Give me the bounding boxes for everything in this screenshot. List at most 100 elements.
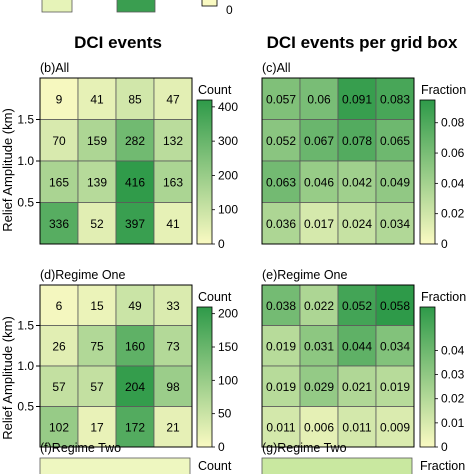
cell-label-b-3-1: 52 [90,217,104,231]
cell-label-d-3-2: 172 [125,420,145,434]
colorbar-tick-label-e-0: 0 [441,440,448,454]
cell-label-c-0-0: 0.057 [266,92,296,106]
colorbar-tick-label-e-1: 0.01 [441,416,465,430]
y-tick-label-b-0: 0.5 [17,196,34,210]
heatmap-cell-d-1-2 [115,325,155,367]
colorbar-tick-label-d-2: 100 [218,373,238,387]
cell-label-d-3-0: 102 [49,420,69,434]
heatmap-frame-e [261,284,415,448]
colorbar-tick-label-c-2: 0.04 [441,176,465,190]
top-remnant: 0 [41,0,233,17]
y-tick-label-d-2: 1.5 [17,319,34,333]
heatmap-cell-e-0-0 [261,284,301,326]
colorbar-tick-label-c-0: 0 [441,237,448,251]
panel-title-d: (d)Regime One [40,268,125,282]
colorbar-tick-label-b-2: 200 [218,168,238,182]
cell-label-c-2-2: 0.042 [342,175,372,189]
heatmap-cell-d-3-0 [39,406,79,448]
heatmap-cell-d-2-2 [115,365,155,407]
y-tick-label-b-1: 1.0 [17,154,34,168]
cell-label-e-0-3: 0.058 [380,299,410,313]
cell-label-b-1-1: 159 [87,134,107,148]
cell-label-b-0-0: 9 [56,92,63,106]
heatmap-cell-b-0-0 [39,77,79,120]
cell-label-d-3-3: 21 [166,420,180,434]
cell-label-d-1-1: 75 [90,339,104,353]
cell-label-b-1-3: 132 [163,134,183,148]
cell-label-e-2-0: 0.019 [266,380,296,394]
heatmap-cell-b-2-1 [77,160,117,203]
heatmap-cell-c-2-1 [299,160,339,203]
cell-label-d-2-3: 98 [166,380,180,394]
panel-title-f: (f)Regime Two [40,441,121,455]
heatmap-cell-d-0-2 [115,284,155,326]
colorbar-title-e: Fraction [421,290,466,304]
top-heatmap-remnant-cell-1 [41,0,73,13]
y-axis-label-top: Relief Amplitude (km) [0,108,15,232]
heatmap-cell-e-2-1 [299,365,339,407]
heatmap-cell-e-3-2 [337,406,377,448]
cell-label-c-0-2: 0.091 [342,92,372,106]
heatmap-cell-e-1-3 [375,325,415,367]
bottom-remnant: (f)Regime Two (g)Regime Two Count Fracti… [39,441,465,474]
colorbar-tick-label-d-4: 200 [218,307,238,321]
cell-label-c-0-1: 0.06 [307,92,331,106]
heatmap-cell-e-3-3 [375,406,415,448]
cell-label-e-1-3: 0.034 [380,339,410,353]
colorbar-tick-label-d-0: 0 [218,440,225,454]
panel-title-b: (b)All [40,61,69,75]
heatmap-cell-d-0-1 [77,284,117,326]
cell-label-c-0-3: 0.083 [380,92,410,106]
heatmap-cell-d-1-3 [153,325,193,367]
heatmap-cell-e-2-3 [375,365,415,407]
cell-label-d-2-0: 57 [52,380,66,394]
colorbar-title-d: Count [198,290,232,304]
cell-label-b-2-2: 416 [125,175,145,189]
heatmap-cell-d-3-2 [115,406,155,448]
cell-label-c-3-0: 0.036 [266,217,296,231]
colorbar-title-b: Count [198,83,232,97]
heatmap-cell-d-2-0 [39,365,79,407]
top-heatmap-remnant-cell-2 [116,0,156,13]
colorbar-title-c: Fraction [421,83,466,97]
heatmap-cell-e-3-1 [299,406,339,448]
cell-label-e-1-1: 0.031 [304,339,334,353]
colorbar-tick-label-e-2: 0.02 [441,392,465,406]
panel-title-c: (c)All [262,61,290,75]
cell-label-c-3-3: 0.034 [380,217,410,231]
heatmap-frame-c [261,77,415,245]
cell-label-b-3-2: 397 [125,217,145,231]
cell-label-e-0-2: 0.052 [342,299,372,313]
cell-label-b-3-0: 336 [49,217,69,231]
cell-label-e-1-2: 0.044 [342,339,372,353]
colorbar-tick-label-d-3: 150 [218,340,238,354]
cell-label-d-0-0: 6 [56,299,63,313]
y-tick-label-b-2: 1.5 [17,113,34,127]
heatmap-cell-e-1-2 [337,325,377,367]
heatmap-cell-c-0-1 [299,77,339,120]
colorbar-tick-label-b-1: 100 [218,203,238,217]
heatmap-cell-c-2-0 [261,160,301,203]
colorbar-tick-label-c-4: 0.08 [441,116,465,130]
cell-label-e-3-0: 0.011 [266,420,295,434]
colorbar-tick-label-c-1: 0.02 [441,207,465,221]
heatmap-cell-b-1-3 [153,119,193,162]
bottom-heatmap-g-remnant [261,457,413,474]
colorbar-e [419,306,436,448]
column-title-left: DCI events [74,33,162,52]
heatmap-panel-b: (b)All 9 41 85 47 70 159 282 132 165 139 416 163 336 5… [17,61,238,251]
bottom-heatmap-f-remnant [39,457,191,474]
panel-title-e: (e)Regime One [262,268,347,282]
cell-label-d-2-1: 57 [90,380,104,394]
colorbar-c [419,99,436,245]
heatmap-cell-c-1-0 [261,119,301,162]
colorbar-title-g: Fraction [420,459,465,473]
cell-label-c-1-2: 0.078 [342,134,372,148]
heatmap-panel-e: (e)Regime One 0.038 0.022 0.052 0.058 0.019 0.… [261,268,466,454]
cell-label-c-3-1: 0.017 [304,217,334,231]
heatmap-cell-b-3-1 [77,202,117,245]
heatmap-cell-c-2-3 [375,160,415,203]
cell-label-e-3-1: 0.006 [304,420,334,434]
cell-label-c-1-0: 0.052 [266,134,296,148]
